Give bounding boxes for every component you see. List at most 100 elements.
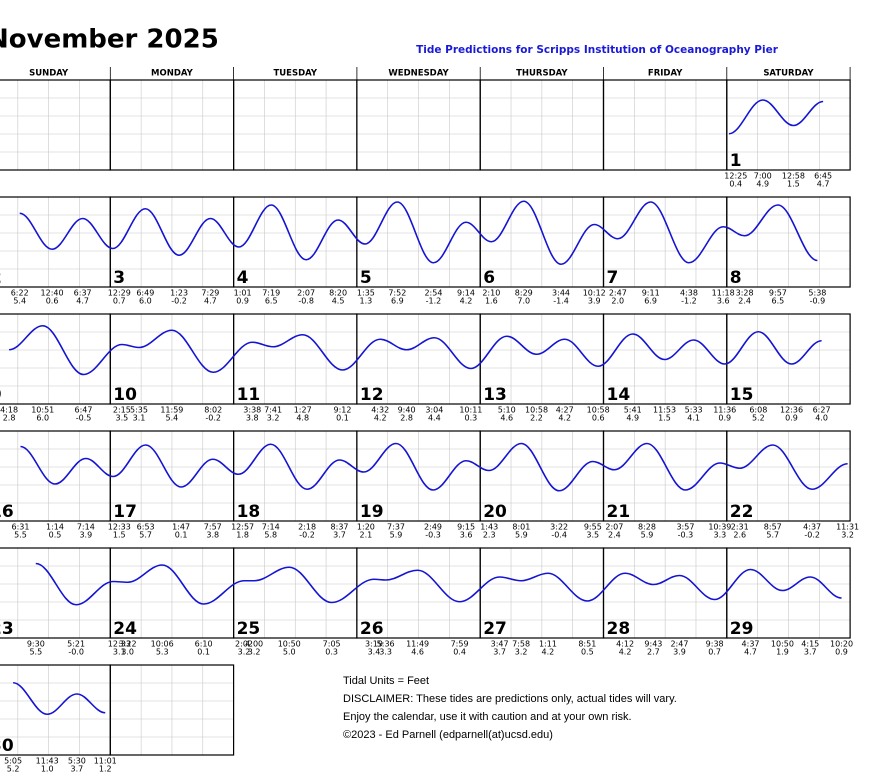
tide-height: 4.2 xyxy=(374,414,387,423)
tide-time: 3:28 xyxy=(736,289,754,298)
tide-time: 1:43 xyxy=(480,523,498,532)
tide-height: 3.8 xyxy=(206,531,219,540)
tide-height: 4.4 xyxy=(428,414,441,423)
tide-time: 9:15 xyxy=(457,523,475,532)
tide-height: 3.2 xyxy=(841,531,854,540)
tide-time: 12:36 xyxy=(780,406,803,415)
day-cell xyxy=(0,79,111,171)
tide-time: 7:00 xyxy=(754,172,772,181)
tide-time: 4:27 xyxy=(556,406,574,415)
tide-time: 9:43 xyxy=(644,640,662,649)
tide-height: 2.6 xyxy=(733,531,746,540)
day-number: 29 xyxy=(730,619,754,639)
tide-height: 4.7 xyxy=(817,180,830,189)
tide-height: 4.6 xyxy=(411,648,424,657)
tide-time: 4:12 xyxy=(616,640,634,649)
tide-time: 9:30 xyxy=(27,640,45,649)
tide-height: 5.9 xyxy=(390,531,403,540)
tide-time: 6:10 xyxy=(195,640,213,649)
tide-time: 3:22 xyxy=(119,640,137,649)
tide-time: 7:57 xyxy=(204,523,222,532)
tide-height: -0.2 xyxy=(171,297,187,306)
tide-height: 2.8 xyxy=(3,414,16,423)
tide-time: 7:05 xyxy=(323,640,341,649)
tide-height: 2.0 xyxy=(611,297,624,306)
weekday-header: SUNDAY xyxy=(29,69,69,79)
tide-curve xyxy=(20,442,848,492)
tide-height: 5.7 xyxy=(766,531,779,540)
day-number: 14 xyxy=(607,385,631,405)
tide-time: 4:38 xyxy=(680,289,698,298)
tide-time: 7:58 xyxy=(512,640,530,649)
tide-height: 6.9 xyxy=(644,297,657,306)
tide-curve xyxy=(19,200,818,266)
tide-height: 0.6 xyxy=(592,414,605,423)
tide-height: 1.2 xyxy=(99,765,112,773)
tide-curve xyxy=(8,324,822,376)
tide-height: -0.2 xyxy=(205,414,221,423)
footer-note: ©2023 - Ed Parnell (edparnell(at)ucsd.ed… xyxy=(343,729,553,741)
day-cell xyxy=(0,313,111,405)
tide-height: 6.0 xyxy=(36,414,49,423)
tide-time: 1:11 xyxy=(539,640,557,649)
tide-time: 5:35 xyxy=(130,406,148,415)
tide-height: 3.2 xyxy=(515,648,528,657)
tide-height: 1.6 xyxy=(485,297,498,306)
day-number: 4 xyxy=(237,268,249,288)
tide-height: 7.0 xyxy=(517,297,530,306)
day-number: 15 xyxy=(730,385,754,405)
day-number: 2 xyxy=(0,268,2,288)
tide-height: 2.8 xyxy=(400,414,413,423)
tide-time: 1:47 xyxy=(172,523,190,532)
day-number: 3 xyxy=(113,268,125,288)
tide-height: 5.8 xyxy=(264,531,277,540)
weekday-header: MONDAY xyxy=(151,69,194,79)
tide-height: -0.3 xyxy=(678,531,694,540)
tide-height: 0.3 xyxy=(325,648,338,657)
tide-time: 8:51 xyxy=(578,640,596,649)
tide-time: 2:02 xyxy=(235,640,253,649)
tide-time: 12:25 xyxy=(724,172,747,181)
tide-height: 4.9 xyxy=(756,180,769,189)
tide-time: 5:05 xyxy=(4,757,22,766)
tide-height: 6.5 xyxy=(772,297,785,306)
tide-time: 12:33 xyxy=(108,640,131,649)
tide-time: 2:07 xyxy=(297,289,315,298)
tide-time: 7:14 xyxy=(77,523,95,532)
tide-time: 2:31 xyxy=(731,523,749,532)
tide-time: 10:20 xyxy=(830,640,853,649)
tide-height: 1.0 xyxy=(41,765,54,773)
tide-time: 12:33 xyxy=(108,523,131,532)
tide-time: 8:37 xyxy=(331,523,349,532)
tide-height: -0.5 xyxy=(76,414,92,423)
tide-time: 11:43 xyxy=(36,757,59,766)
day-number: 20 xyxy=(483,502,507,522)
tide-height: 5.2 xyxy=(752,414,765,423)
tide-time: 10:12 xyxy=(583,289,606,298)
tide-height: 4.6 xyxy=(500,414,513,423)
tide-time: 7:41 xyxy=(264,406,282,415)
tide-height: 5.4 xyxy=(165,414,178,423)
tide-height: 0.9 xyxy=(718,414,731,423)
tide-time: 2:47 xyxy=(670,640,688,649)
tide-height: 4.7 xyxy=(204,297,217,306)
tide-time: 3:38 xyxy=(243,406,261,415)
day-number: 12 xyxy=(360,385,384,405)
tide-height: 3.1 xyxy=(113,648,126,657)
tide-time: 9:40 xyxy=(398,406,416,415)
tide-height: 2.4 xyxy=(608,531,621,540)
tide-time: 3:04 xyxy=(425,406,443,415)
tide-height: 3.9 xyxy=(79,531,92,540)
tide-time: 7:52 xyxy=(388,289,406,298)
tide-time: 4:37 xyxy=(742,640,760,649)
tide-height: 4.9 xyxy=(626,414,639,423)
day-number: 16 xyxy=(0,502,14,522)
tide-height: 4.0 xyxy=(815,414,828,423)
weekday-header: SATURDAY xyxy=(763,69,814,79)
tide-time: 9:11 xyxy=(642,289,660,298)
tide-height: 0.5 xyxy=(581,648,594,657)
tide-height: 1.5 xyxy=(787,180,800,189)
tide-time: 10:39 xyxy=(708,523,731,532)
tide-height: 0.7 xyxy=(708,648,721,657)
tide-time: 7:19 xyxy=(262,289,280,298)
